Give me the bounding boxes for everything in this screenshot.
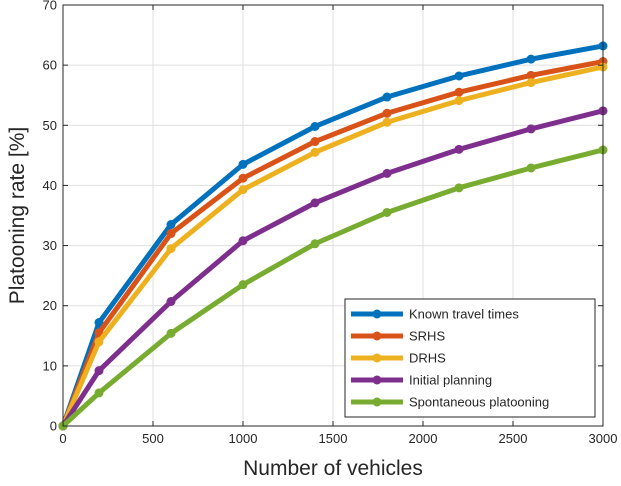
y-axis-title: Platooning rate [%] bbox=[6, 127, 29, 304]
x-tick-label: 3000 bbox=[589, 431, 618, 446]
legend-swatch-marker bbox=[372, 375, 382, 385]
data-point bbox=[166, 220, 176, 230]
x-tick-label: 500 bbox=[142, 431, 164, 446]
data-point bbox=[238, 280, 248, 290]
data-point bbox=[526, 70, 536, 80]
x-tick-label: 2000 bbox=[409, 431, 438, 446]
data-point bbox=[94, 366, 104, 376]
legend-swatch-marker bbox=[372, 331, 382, 341]
data-point bbox=[454, 87, 464, 97]
x-tick-label: 1000 bbox=[229, 431, 258, 446]
data-point bbox=[310, 121, 320, 131]
data-point bbox=[454, 71, 464, 81]
data-point bbox=[310, 198, 320, 208]
y-tick-label: 60 bbox=[43, 58, 57, 73]
data-point bbox=[526, 54, 536, 64]
data-point bbox=[454, 183, 464, 193]
data-point bbox=[382, 168, 392, 178]
data-point bbox=[166, 244, 176, 254]
data-point bbox=[166, 297, 176, 307]
data-point bbox=[238, 159, 248, 169]
series-4 bbox=[58, 145, 608, 431]
legend-label: DRHS bbox=[409, 351, 446, 366]
data-point bbox=[238, 185, 248, 195]
series-0 bbox=[58, 41, 608, 431]
y-tick-label: 20 bbox=[43, 298, 57, 313]
legend-swatch-marker bbox=[372, 309, 382, 319]
data-point bbox=[526, 124, 536, 134]
data-point bbox=[94, 388, 104, 398]
data-point bbox=[382, 92, 392, 102]
data-point bbox=[94, 337, 104, 347]
legend-entry: DRHS bbox=[351, 351, 446, 366]
legend-entry: Spontaneous platooning bbox=[351, 395, 549, 410]
y-tick-label: 0 bbox=[50, 419, 57, 434]
axis-ticks: 0 500 1000 1500 2000 2500 3000 0 10 20 30 40 50 60 70 bbox=[43, 0, 618, 446]
legend-entry: Initial planning bbox=[351, 373, 492, 388]
data-point bbox=[94, 318, 104, 328]
y-tick-label: 70 bbox=[43, 0, 57, 13]
series-layer bbox=[58, 41, 608, 431]
x-axis-title: Number of vehicles bbox=[243, 457, 423, 480]
y-tick-label: 10 bbox=[43, 358, 57, 373]
legend-swatch-marker bbox=[372, 397, 382, 407]
legend-swatch-marker bbox=[372, 353, 382, 363]
data-point bbox=[310, 239, 320, 249]
legend-label: Initial planning bbox=[409, 373, 492, 388]
x-tick-label: 0 bbox=[59, 431, 66, 446]
legend: Known travel times SRHS DRHS Initial planni… bbox=[344, 298, 596, 418]
legend-label: Known travel times bbox=[409, 307, 519, 322]
data-point bbox=[238, 173, 248, 183]
data-point bbox=[454, 96, 464, 106]
legend-entry: SRHS bbox=[351, 329, 445, 344]
data-point bbox=[382, 108, 392, 118]
data-point bbox=[382, 117, 392, 127]
legend-label: SRHS bbox=[409, 329, 445, 344]
data-point bbox=[454, 144, 464, 154]
data-point bbox=[238, 236, 248, 246]
data-point bbox=[166, 229, 176, 239]
x-tick-label: 2500 bbox=[499, 431, 528, 446]
data-point bbox=[382, 207, 392, 217]
data-point bbox=[310, 137, 320, 147]
x-tick-label: 1500 bbox=[319, 431, 348, 446]
data-point bbox=[166, 328, 176, 338]
y-tick-label: 50 bbox=[43, 118, 57, 133]
legend-label: Spontaneous platooning bbox=[409, 395, 549, 410]
y-tick-label: 40 bbox=[43, 178, 57, 193]
data-point bbox=[526, 163, 536, 173]
data-point bbox=[526, 78, 536, 88]
y-tick-label: 30 bbox=[43, 238, 57, 253]
legend-entry: Known travel times bbox=[351, 307, 519, 322]
data-point bbox=[310, 147, 320, 157]
